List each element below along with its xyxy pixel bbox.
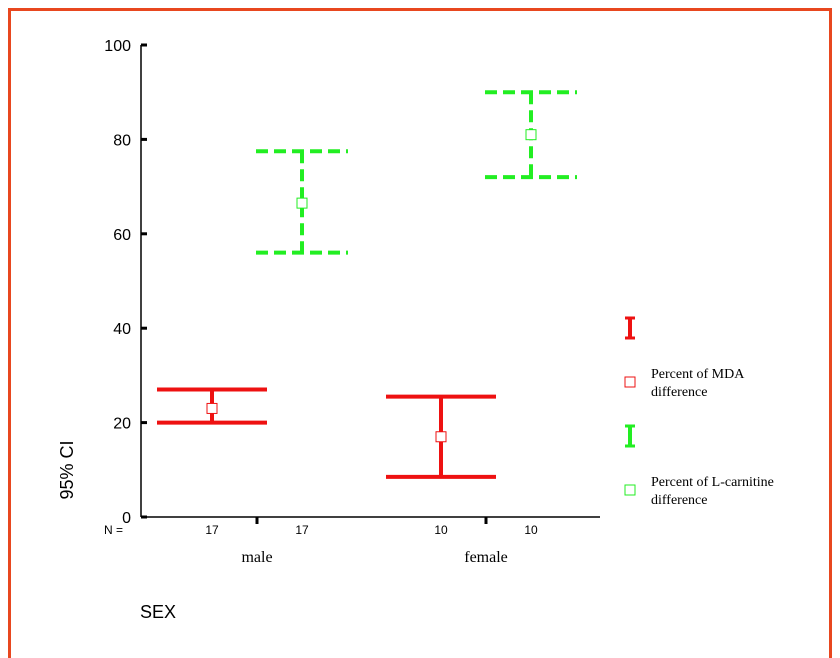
group-label: female bbox=[464, 549, 508, 566]
mean-marker bbox=[296, 197, 308, 209]
y-tick-label: 80 bbox=[113, 132, 131, 149]
group-label: male bbox=[241, 549, 272, 566]
y-tick-label: 40 bbox=[113, 321, 131, 338]
n-count: 17 bbox=[295, 523, 309, 537]
y-tick-label: 0 bbox=[122, 510, 131, 527]
y-tick-label: 60 bbox=[113, 227, 131, 244]
y-tick-label: 100 bbox=[104, 38, 131, 55]
n-count: 17 bbox=[205, 523, 219, 537]
mean-marker bbox=[435, 431, 447, 443]
y-ticks: 0 20 40 60 80 100 bbox=[104, 38, 147, 527]
axes bbox=[140, 45, 600, 518]
x-axis-label: SEX bbox=[140, 602, 176, 622]
legend-series-name: Percent of L-carnitine difference bbox=[651, 475, 774, 508]
n-label: N = bbox=[104, 523, 123, 537]
mean-marker bbox=[525, 129, 537, 141]
n-count: 10 bbox=[524, 523, 538, 537]
mean-marker bbox=[206, 402, 218, 414]
y-tick-label: 20 bbox=[113, 416, 131, 433]
legend-series-name: Percent of MDA difference bbox=[651, 367, 745, 400]
y-axis-label: 95% CI bbox=[57, 440, 77, 499]
legend-series-name-line: Percent of MDA bbox=[651, 367, 745, 382]
chart-frame bbox=[8, 8, 832, 658]
n-count: 10 bbox=[434, 523, 448, 537]
legend-mean-marker bbox=[624, 484, 636, 496]
legend-series-name-line: difference bbox=[651, 385, 707, 400]
legend-mean-marker bbox=[624, 376, 636, 388]
error-bars bbox=[157, 90, 577, 479]
legend-series-name-line: Percent of L-carnitine bbox=[651, 475, 774, 490]
x-axis-info: N = 17 17 male 10 10 female bbox=[104, 517, 538, 566]
legend-series-name-line: difference bbox=[651, 493, 707, 508]
